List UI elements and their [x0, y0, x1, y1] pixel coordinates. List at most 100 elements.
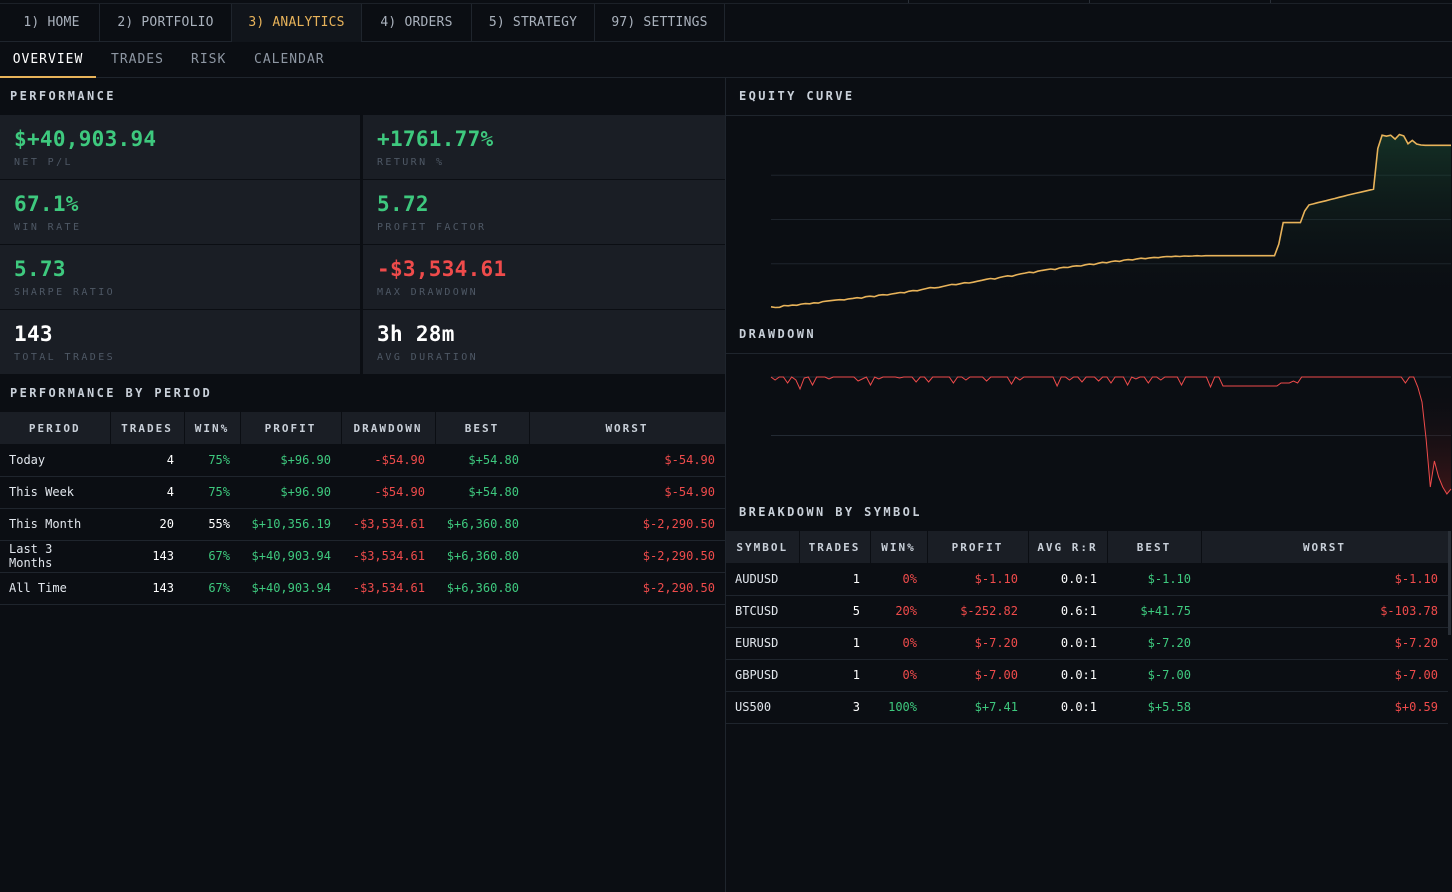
metric-profit-factor: 5.72 PROFIT FACTOR [363, 180, 725, 244]
tab-orders[interactable]: 4) ORDERS [362, 4, 472, 42]
best-cell: $+54.80 [435, 444, 529, 477]
drawdown-chart-svg [770, 376, 1452, 495]
subtab-overview[interactable]: OVERVIEW [0, 42, 96, 78]
table-row[interactable]: All Time 143 67% $+40,903.94 -$3,534.61 … [0, 572, 725, 605]
worst-cell: $-7.00 [1201, 659, 1448, 692]
column-header[interactable]: TRADES [799, 531, 871, 563]
period-cell: All Time [0, 572, 110, 605]
worst-cell: $-103.78 [1201, 595, 1448, 628]
worst-cell: $-2,290.50 [529, 540, 725, 573]
best-cell: $+6,360.80 [435, 572, 529, 605]
metric-return: +1761.77% RETURN % [363, 115, 725, 179]
metric-label: MAX DRAWDOWN [377, 287, 479, 298]
equity-chart [726, 116, 1452, 316]
win-cell: 75% [184, 444, 240, 477]
column-header[interactable]: AVG R:R [1028, 531, 1108, 563]
tab-portfolio[interactable]: 2) PORTFOLIO [100, 4, 232, 42]
period-table-title: PERFORMANCE BY PERIOD [10, 386, 213, 400]
divider [726, 115, 1452, 116]
table-header-row: PERIOD TRADES WIN% PROFIT DRAWDOWN BEST … [0, 412, 726, 444]
best-cell: $-1.10 [1107, 563, 1201, 596]
worst-cell: $+0.59 [1201, 691, 1448, 724]
drawdown-cell: -$3,534.61 [341, 540, 435, 573]
period-cell: Today [0, 444, 110, 477]
subtab-trades[interactable]: TRADES [111, 52, 164, 67]
metric-win-rate: 67.1% WIN RATE [0, 180, 360, 244]
table-row[interactable]: Last 3 Months 143 67% $+40,903.94 -$3,53… [0, 540, 725, 573]
column-header[interactable]: BEST [435, 412, 530, 444]
sub-nav: OVERVIEW TRADES RISK CALENDAR [0, 42, 1452, 78]
metric-value: -$3,534.61 [377, 257, 507, 281]
table-row[interactable]: GBPUSD 1 0% $-7.00 0.0:1 $-7.00 $-7.00 [726, 659, 1448, 692]
table-row[interactable]: This Week 4 75% $+96.90 -$54.90 $+54.80 … [0, 476, 725, 509]
metric-label: SHARPE RATIO [14, 287, 116, 298]
tab-home[interactable]: 1) HOME [4, 4, 100, 42]
trades-cell: 143 [110, 572, 184, 605]
right-column: EQUITY CURVE DRAWDOWN BREAKDOWN BY SYMBO… [725, 78, 1452, 892]
column-header[interactable]: WORST [1201, 531, 1449, 563]
metric-label: RETURN % [377, 157, 445, 168]
equity-area [771, 134, 1451, 308]
drawdown-cell: -$3,534.61 [341, 572, 435, 605]
column-header[interactable]: BEST [1107, 531, 1202, 563]
metric-sharpe: 5.73 SHARPE RATIO [0, 245, 360, 309]
trades-cell: 1 [799, 627, 870, 660]
subtab-risk[interactable]: RISK [191, 52, 227, 67]
column-header[interactable]: PERIOD [0, 412, 111, 444]
best-cell: $+6,360.80 [435, 540, 529, 573]
profit-cell: $-7.20 [927, 627, 1028, 660]
divider [726, 353, 1452, 354]
trades-cell: 4 [110, 444, 184, 477]
tab-analytics[interactable]: 3) ANALYTICS [232, 4, 362, 42]
trades-cell: 1 [799, 659, 870, 692]
worst-cell: $-54.90 [529, 476, 725, 509]
table-header-row: SYMBOL TRADES WIN% PROFIT AVG R:R BEST W… [726, 531, 1449, 563]
table-row[interactable]: AUDUSD 1 0% $-1.10 0.0:1 $-1.10 $-1.10 [726, 563, 1448, 596]
scrollbar[interactable] [1448, 531, 1451, 635]
best-cell: $+6,360.80 [435, 508, 529, 541]
table-row[interactable]: This Month 20 55% $+10,356.19 -$3,534.61… [0, 508, 725, 541]
profit-cell: $+40,903.94 [240, 572, 341, 605]
metric-label: NET P/L [14, 157, 73, 168]
period-cell: This Week [0, 476, 110, 509]
column-header[interactable]: WIN% [870, 531, 928, 563]
profit-cell: $+40,903.94 [240, 540, 341, 573]
subtab-calendar[interactable]: CALENDAR [254, 52, 325, 67]
metric-label: WIN RATE [14, 222, 82, 233]
column-header[interactable]: PROFIT [927, 531, 1029, 563]
metric-value: +1761.77% [377, 127, 494, 151]
table-row[interactable]: BTCUSD 5 20% $-252.82 0.6:1 $+41.75 $-10… [726, 595, 1448, 628]
symbol-table: SYMBOL TRADES WIN% PROFIT AVG R:R BEST W… [726, 531, 1449, 724]
metric-avg-duration: 3h 28m AVG DURATION [363, 310, 725, 374]
profit-cell: $+7.41 [927, 691, 1028, 724]
left-column: PERFORMANCE $+40,903.94 NET P/L +1761.77… [0, 78, 726, 892]
metric-value: $+40,903.94 [14, 127, 157, 151]
rr-cell: 0.0:1 [1028, 659, 1107, 692]
best-cell: $+54.80 [435, 476, 529, 509]
trades-cell: 4 [110, 476, 184, 509]
worst-cell: $-2,290.50 [529, 572, 725, 605]
profit-cell: $+96.90 [240, 444, 341, 477]
column-header[interactable]: PROFIT [240, 412, 342, 444]
table-row[interactable]: EURUSD 1 0% $-7.20 0.0:1 $-7.20 $-7.20 [726, 627, 1448, 660]
column-header[interactable]: DRAWDOWN [341, 412, 436, 444]
column-header[interactable]: WORST [529, 412, 726, 444]
tab-settings[interactable]: 97) SETTINGS [595, 4, 725, 42]
win-cell: 0% [870, 659, 927, 692]
table-row[interactable]: US500 3 100% $+7.41 0.0:1 $+5.58 $+0.59 [726, 691, 1448, 724]
trades-cell: 5 [799, 595, 870, 628]
column-header[interactable]: TRADES [110, 412, 185, 444]
symbol-table-title: BREAKDOWN BY SYMBOL [739, 505, 922, 519]
win-cell: 75% [184, 476, 240, 509]
drawdown-cell: -$3,534.61 [341, 508, 435, 541]
table-row[interactable]: Today 4 75% $+96.90 -$54.90 $+54.80 $-54… [0, 444, 725, 477]
best-cell: $+41.75 [1107, 595, 1201, 628]
profit-cell: $-7.00 [927, 659, 1028, 692]
top-hairline [0, 3, 1452, 4]
tab-strategy[interactable]: 5) STRATEGY [472, 4, 595, 42]
column-header[interactable]: WIN% [184, 412, 241, 444]
column-header[interactable]: SYMBOL [726, 531, 800, 563]
profit-cell: $+96.90 [240, 476, 341, 509]
top-divider-tick [1270, 0, 1271, 3]
equity-curve-title: EQUITY CURVE [739, 89, 855, 103]
